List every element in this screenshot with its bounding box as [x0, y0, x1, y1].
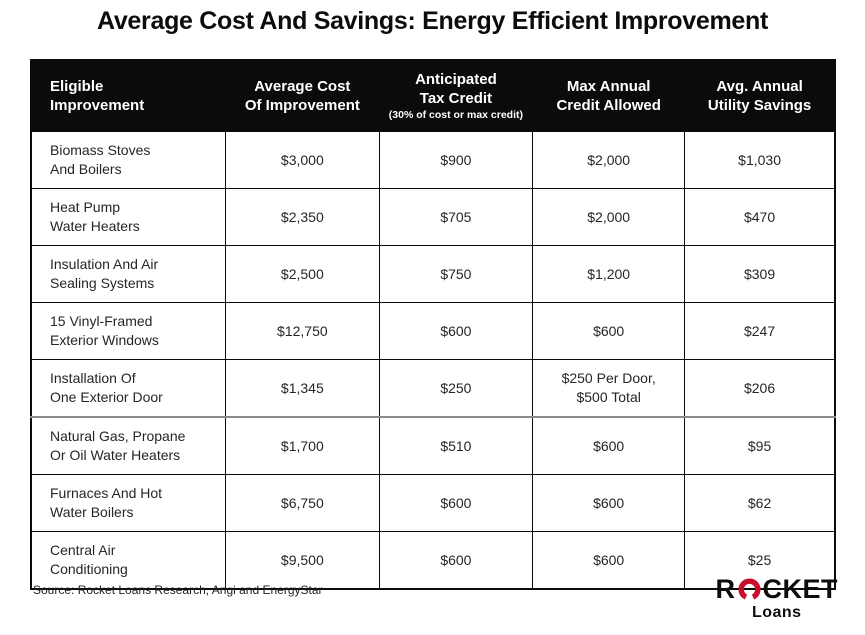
column-header: Average Cost Of Improvement	[225, 59, 380, 132]
value-cell: $2,350	[225, 188, 380, 246]
column-header-subtext: (30% of cost or max credit)	[388, 108, 523, 121]
rocket-o-icon	[737, 578, 761, 600]
value-cell: $6,750	[225, 474, 380, 532]
value-cell: $600	[378, 531, 534, 590]
rocket-wordmark: R CKET	[716, 576, 839, 603]
column-header: Eligible Improvement	[30, 59, 227, 132]
rocket-wordmark-left: R	[715, 574, 736, 604]
table-header: Eligible Improvement Average Cost Of Impr…	[30, 59, 836, 132]
value-cell: $247	[684, 302, 836, 360]
value-cell: $206	[684, 359, 836, 418]
improvement-name-cell: Furnaces And Hot Water Boilers	[30, 474, 227, 532]
improvement-name-cell: Natural Gas, Propane Or Oil Water Heater…	[30, 416, 227, 475]
table-row: Insulation And Air Sealing Systems $2,500…	[30, 245, 836, 303]
value-cell: $470	[684, 188, 836, 246]
value-cell: $600	[532, 302, 686, 360]
value-cell: $600	[532, 416, 686, 475]
value-cell: $705	[378, 188, 534, 246]
value-cell: $95	[684, 416, 836, 475]
value-cell: $900	[378, 131, 534, 189]
improvement-name-cell: Heat Pump Water Heaters	[30, 188, 227, 246]
header-row: Eligible Improvement Average Cost Of Impr…	[30, 59, 836, 132]
value-cell: $3,000	[225, 131, 380, 189]
value-cell: $1,200	[532, 245, 686, 303]
value-cell: $600	[532, 531, 686, 590]
column-header-label: Average Cost Of Improvement	[244, 77, 360, 114]
value-cell: $309	[684, 245, 836, 303]
column-header-label: Anticipated Tax Credit	[415, 70, 497, 107]
improvement-name-cell: Biomass Stoves And Boilers	[30, 131, 227, 189]
improvement-name-cell: 15 Vinyl-Framed Exterior Windows	[30, 302, 227, 360]
value-cell: $250 Per Door, $500 Total	[532, 359, 686, 418]
column-header: Max Annual Credit Allowed	[532, 59, 686, 132]
value-cell: $510	[378, 416, 534, 475]
column-header: Avg. Annual Utility Savings	[684, 59, 836, 132]
page-title: Average Cost And Savings: Energy Efficie…	[97, 7, 768, 35]
table-row: 15 Vinyl-Framed Exterior Windows $12,750 $…	[30, 302, 836, 360]
table-container: Eligible Improvement Average Cost Of Impr…	[30, 59, 836, 590]
value-cell: $1,345	[225, 359, 380, 418]
source-note: Source: Rocket Loans Research, Angi and …	[33, 583, 323, 597]
improvements-table: Eligible Improvement Average Cost Of Impr…	[30, 59, 836, 590]
value-cell: $12,750	[225, 302, 380, 360]
improvement-name-cell: Installation Of One Exterior Door	[30, 359, 227, 418]
value-cell: $750	[378, 245, 534, 303]
value-cell: $2,000	[532, 188, 686, 246]
value-cell: $250	[378, 359, 534, 418]
value-cell: $600	[532, 474, 686, 532]
rocket-wordmark-right: CKET	[762, 574, 838, 604]
value-cell: $2,500	[225, 245, 380, 303]
column-header-label: Avg. Annual Utility Savings	[707, 77, 812, 114]
improvement-name-cell: Central Air Conditioning	[30, 531, 227, 590]
value-cell: $600	[378, 302, 534, 360]
table-row: Central Air Conditioning $9,500 $600 $600 $2…	[30, 531, 836, 590]
value-cell: $25	[684, 531, 836, 590]
table-row: Furnaces And Hot Water Boilers $6,750 $600…	[30, 474, 836, 532]
value-cell: $600	[378, 474, 534, 532]
table-row: Natural Gas, Propane Or Oil Water Heater…	[30, 416, 836, 475]
improvement-name-cell: Insulation And Air Sealing Systems	[30, 245, 227, 303]
value-cell: $1,030	[684, 131, 836, 189]
rocket-loans-label: Loans	[751, 604, 802, 621]
column-header-label: Max Annual Credit Allowed	[556, 77, 661, 114]
value-cell: $9,500	[225, 531, 380, 590]
table-row: Biomass Stoves And Boilers $3,000 $900 $2,0…	[30, 131, 836, 189]
value-cell: $2,000	[532, 131, 686, 189]
improvements-table-body: Biomass Stoves And Boilers $3,000 $900 $2,0…	[30, 131, 836, 590]
value-cell: $1,700	[225, 416, 380, 475]
rocket-loans-logo: R CKET Loans	[716, 576, 839, 622]
column-header: Anticipated Tax Credit (30% of cost or ma…	[378, 59, 534, 132]
column-header-label: Eligible Improvement	[50, 77, 145, 114]
table-row: Installation Of One Exterior Door $1,345 $…	[30, 359, 836, 418]
value-cell: $62	[684, 474, 836, 532]
table-row: Heat Pump Water Heaters $2,350 $705 $2,000 $…	[30, 188, 836, 246]
